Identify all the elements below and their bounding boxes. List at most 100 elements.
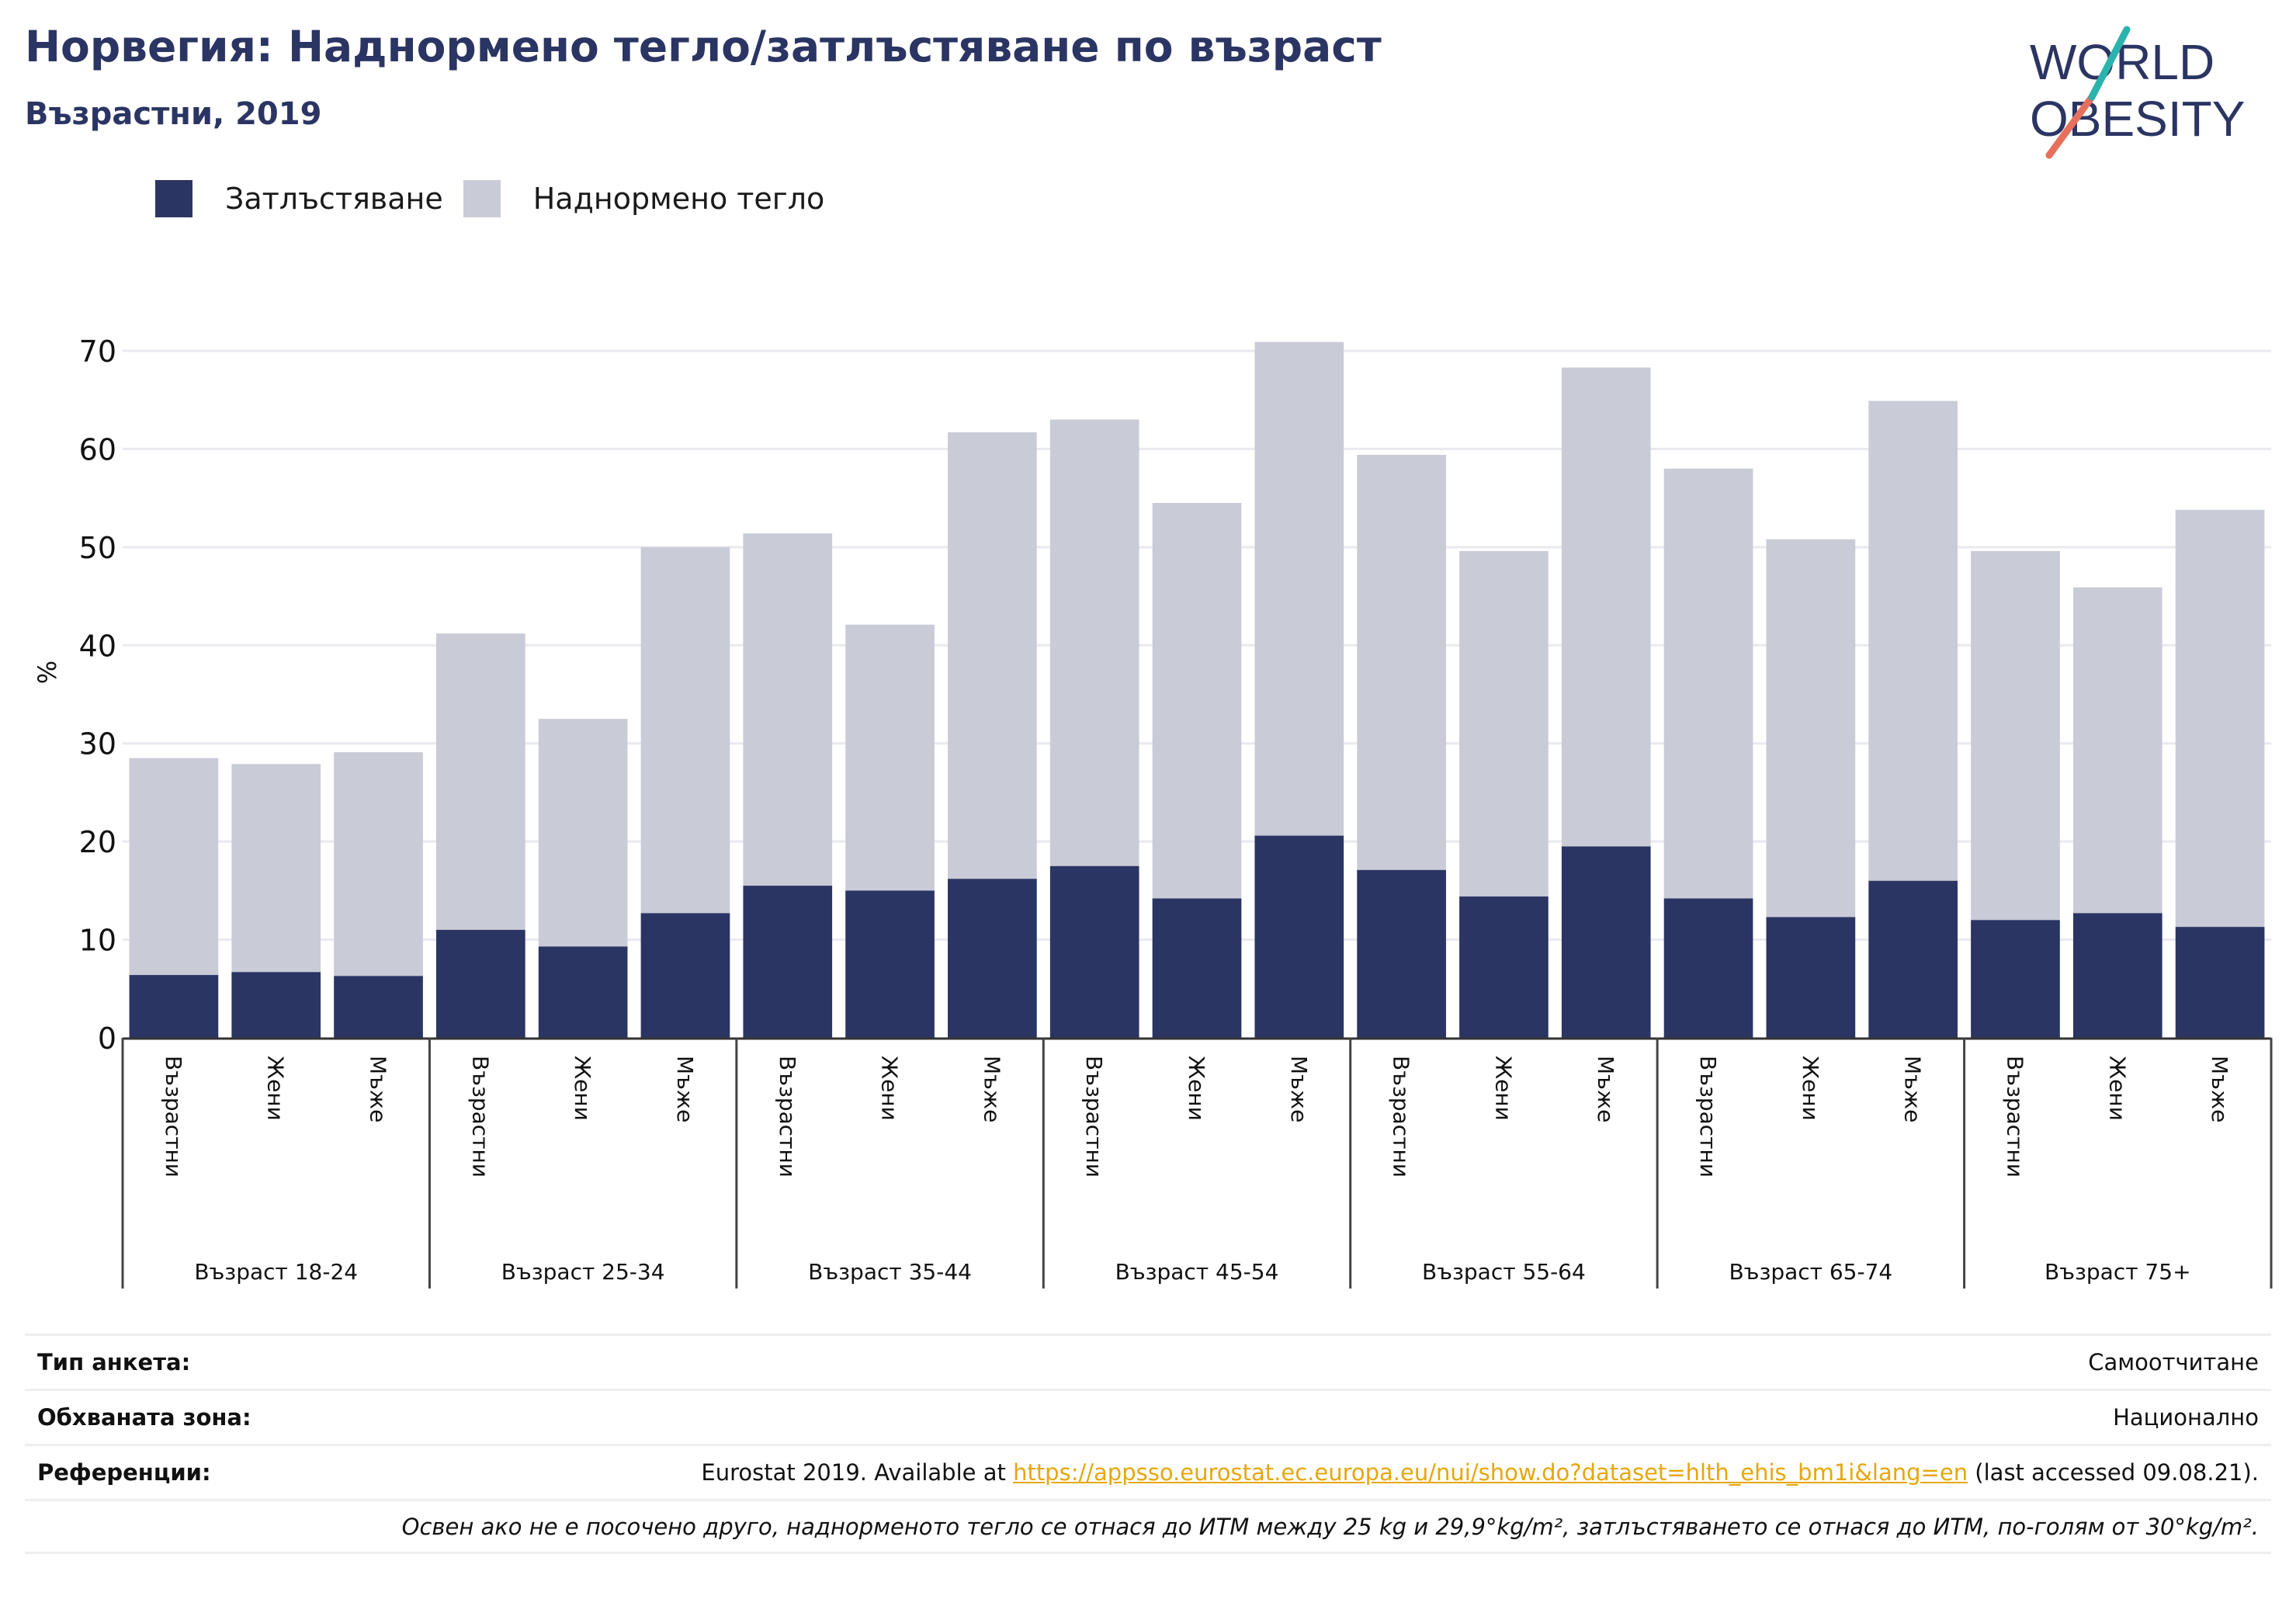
info-row-area: Обхваната зона: Национално: [25, 1389, 2271, 1444]
x-tick-label: Възрастни: [467, 1056, 493, 1178]
bar-obesity: [538, 946, 628, 1038]
y-tick-label: 20: [79, 825, 116, 859]
bar-obesity: [1152, 898, 1242, 1038]
bar-obesity: [2072, 913, 2162, 1038]
x-tick-label: Възрастни: [2002, 1056, 2027, 1178]
references-prefix: Eurostat 2019. Available at: [701, 1459, 1014, 1486]
x-tick-label: Възрастни: [775, 1056, 800, 1178]
bar-obesity: [948, 879, 1037, 1038]
logo-slash-teal: [2088, 26, 2131, 101]
bar-obesity: [640, 913, 730, 1038]
survey-type-label: Тип анкета:: [37, 1349, 191, 1375]
x-tick-label: Мъже: [979, 1056, 1004, 1122]
bar-obesity: [129, 975, 219, 1038]
y-tick-label: 40: [79, 629, 116, 663]
legend-label-overweight: Наднормено тегло: [532, 182, 825, 216]
x-tick-label: Мъже: [1593, 1056, 1618, 1122]
legend-swatch-overweight: [463, 180, 501, 217]
group-label: Възраст 25-34: [501, 1259, 665, 1285]
legend-swatch-obesity: [155, 180, 192, 217]
bar-overweight: [538, 719, 628, 947]
bar-obesity: [1868, 880, 1958, 1038]
bar-obesity: [231, 972, 321, 1038]
x-tick-label: Мъже: [366, 1056, 391, 1122]
y-tick-label: 50: [79, 531, 116, 565]
info-row-references: Референции: Eurostat 2019. Available at …: [25, 1444, 2271, 1499]
world-obesity-logo: WORLD OBESITY: [2030, 26, 2245, 159]
bar-obesity: [1561, 846, 1651, 1038]
x-tick-label: Мъже: [672, 1056, 698, 1122]
group-label: Възраст 18-24: [194, 1259, 358, 1285]
legend-item-obesity: Затлъстяване: [155, 180, 443, 217]
chart-subtitle: Възрастни, 2019: [25, 96, 322, 132]
bar-obesity: [845, 890, 935, 1038]
references-label: Референции:: [37, 1459, 211, 1486]
info-table: Тип анкета: Самоотчитане Обхваната зона:…: [25, 1334, 2271, 1554]
y-tick-label: 70: [79, 335, 116, 369]
bar-obesity: [334, 976, 423, 1038]
x-tick-label: Мъже: [1286, 1056, 1312, 1122]
y-tick-label: 10: [79, 924, 116, 958]
bar-overweight: [845, 624, 935, 891]
group-label: Възраст 35-44: [808, 1259, 972, 1285]
legend: Затлъстяване Наднормено тегло: [155, 179, 845, 219]
bar-obesity: [435, 929, 525, 1038]
bar-overweight: [1561, 367, 1651, 847]
bar-obesity: [2175, 927, 2265, 1038]
chart-title: Норвегия: Наднормено тегло/затлъстяване …: [25, 22, 1382, 71]
info-row-survey: Тип анкета: Самоотчитане: [25, 1334, 2271, 1389]
bar-overweight: [1357, 455, 1446, 870]
logo-slash-red: [2045, 93, 2096, 159]
legend-label-obesity: Затлъстяване: [225, 182, 443, 216]
bar-overweight: [2175, 509, 2265, 928]
bar-obesity: [1971, 920, 2060, 1038]
y-tick-label: 60: [79, 432, 116, 467]
x-tick-label: Жени: [1490, 1056, 1516, 1121]
x-tick-label: Жени: [2104, 1056, 2130, 1121]
bar-overweight: [1152, 502, 1242, 899]
coverage-value: Национално: [2113, 1404, 2259, 1431]
references-suffix: (last accessed 09.08.21).: [1968, 1459, 2259, 1486]
bar-obesity: [1766, 917, 1856, 1038]
bar-overweight: [1971, 550, 2060, 921]
survey-type-value: Самоотчитане: [2088, 1349, 2259, 1375]
x-tick-label: Жени: [263, 1056, 289, 1121]
info-row-note: Освен ако не е посочено друго, наднормен…: [25, 1499, 2271, 1554]
x-tick-label: Възрастни: [161, 1056, 186, 1178]
group-label: Възраст 75+: [2045, 1259, 2191, 1285]
x-tick-label: Жени: [1798, 1056, 1823, 1121]
coverage-label: Обхваната зона:: [37, 1404, 251, 1431]
bar-overweight: [1459, 550, 1549, 897]
x-tick-label: Жени: [877, 1056, 903, 1121]
group-label: Възраст 45-54: [1115, 1259, 1279, 1285]
bar-obesity: [1049, 865, 1139, 1038]
references-value: Eurostat 2019. Available at https://apps…: [701, 1459, 2259, 1486]
definition-note: Освен ако не е посочено друго, наднормен…: [401, 1513, 2259, 1540]
bar-obesity: [1663, 898, 1753, 1038]
bar-overweight: [743, 533, 833, 886]
bar-overweight: [435, 633, 525, 930]
group-label: Възраст 55-64: [1422, 1259, 1586, 1285]
bar-obesity: [1357, 869, 1446, 1038]
bar-chart: 0 10 20 30 40 50 60 70% Възрастни Жени Мъже Възраст…: [33, 335, 2273, 1289]
bar-overweight: [1663, 468, 1753, 899]
bar-overweight: [2072, 587, 2162, 914]
bar-obesity: [1254, 835, 1344, 1038]
bar-overweight: [640, 546, 730, 914]
bar-overweight: [231, 764, 321, 973]
bar-obesity: [743, 886, 833, 1038]
bar-overweight: [1868, 401, 1958, 881]
y-axis-label: %: [33, 661, 62, 684]
y-tick-label: 30: [79, 727, 116, 761]
y-tick-label: 0: [98, 1021, 116, 1056]
x-tick-label: Възрастни: [1695, 1056, 1721, 1178]
x-tick-label: Възрастни: [1081, 1056, 1107, 1178]
bar-overweight: [1049, 419, 1139, 866]
eurostat-link[interactable]: https://appsso.eurostat.ec.europa.eu/nui…: [1013, 1459, 1968, 1486]
bar-overweight: [1766, 539, 1856, 917]
legend-item-overweight: Наднормено тегло: [463, 180, 825, 217]
x-tick-label: Мъже: [1900, 1056, 1926, 1122]
x-tick-label: Жени: [1184, 1056, 1209, 1121]
group-label: Възраст 65-74: [1729, 1259, 1892, 1285]
bar-overweight: [948, 432, 1037, 879]
